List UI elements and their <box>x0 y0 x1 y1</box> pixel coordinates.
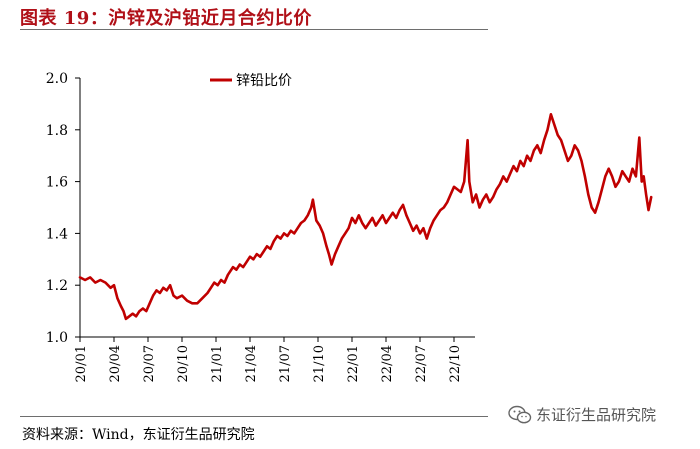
y-tick-label: 1.0 <box>46 330 68 346</box>
y-tick-label: 1.8 <box>46 123 68 139</box>
x-tick-label: 21/07 <box>278 345 293 382</box>
x-tick-label: 22/07 <box>414 345 429 382</box>
wechat-icon <box>508 405 532 423</box>
watermark: 东证衍生品研究院 <box>508 404 656 425</box>
watermark-text: 东证衍生品研究院 <box>536 406 657 424</box>
legend: 锌铅比价 <box>210 73 292 89</box>
title-divider <box>20 29 488 30</box>
source-divider <box>20 416 488 417</box>
x-tick-label: 20/10 <box>176 345 191 382</box>
x-tick-label: 21/04 <box>244 345 259 382</box>
x-tick-label: 20/07 <box>142 345 157 382</box>
figure-title: 图表 19：沪锌及沪铅近月合约比价 <box>20 8 312 29</box>
x-tick-label: 22/01 <box>346 345 361 382</box>
x-axis: 20/01 20/04 20/07 20/10 21/01 21/04 21/07 21/10… <box>74 336 475 382</box>
y-axis: 1.0 1.2 1.4 1.6 1.8 2.0 <box>46 71 81 346</box>
x-tick-label: 20/01 <box>74 345 89 382</box>
y-tick-label: 2.0 <box>46 71 68 87</box>
legend-label: 锌铅比价 <box>236 73 292 89</box>
y-tick-label: 1.2 <box>46 278 68 294</box>
series-group <box>78 113 653 321</box>
x-tick-label: 22/04 <box>380 345 395 382</box>
x-tick-label: 22/10 <box>448 345 463 382</box>
series-line-0 <box>78 113 653 321</box>
x-tick-label: 21/01 <box>210 345 225 382</box>
y-tick-label: 1.6 <box>46 175 68 191</box>
x-tick-label: 21/10 <box>312 345 327 382</box>
source-note: 资料来源：Wind，东证衍生品研究院 <box>22 427 255 443</box>
y-tick-label: 1.4 <box>46 226 68 242</box>
x-tick-label: 20/04 <box>108 345 123 382</box>
